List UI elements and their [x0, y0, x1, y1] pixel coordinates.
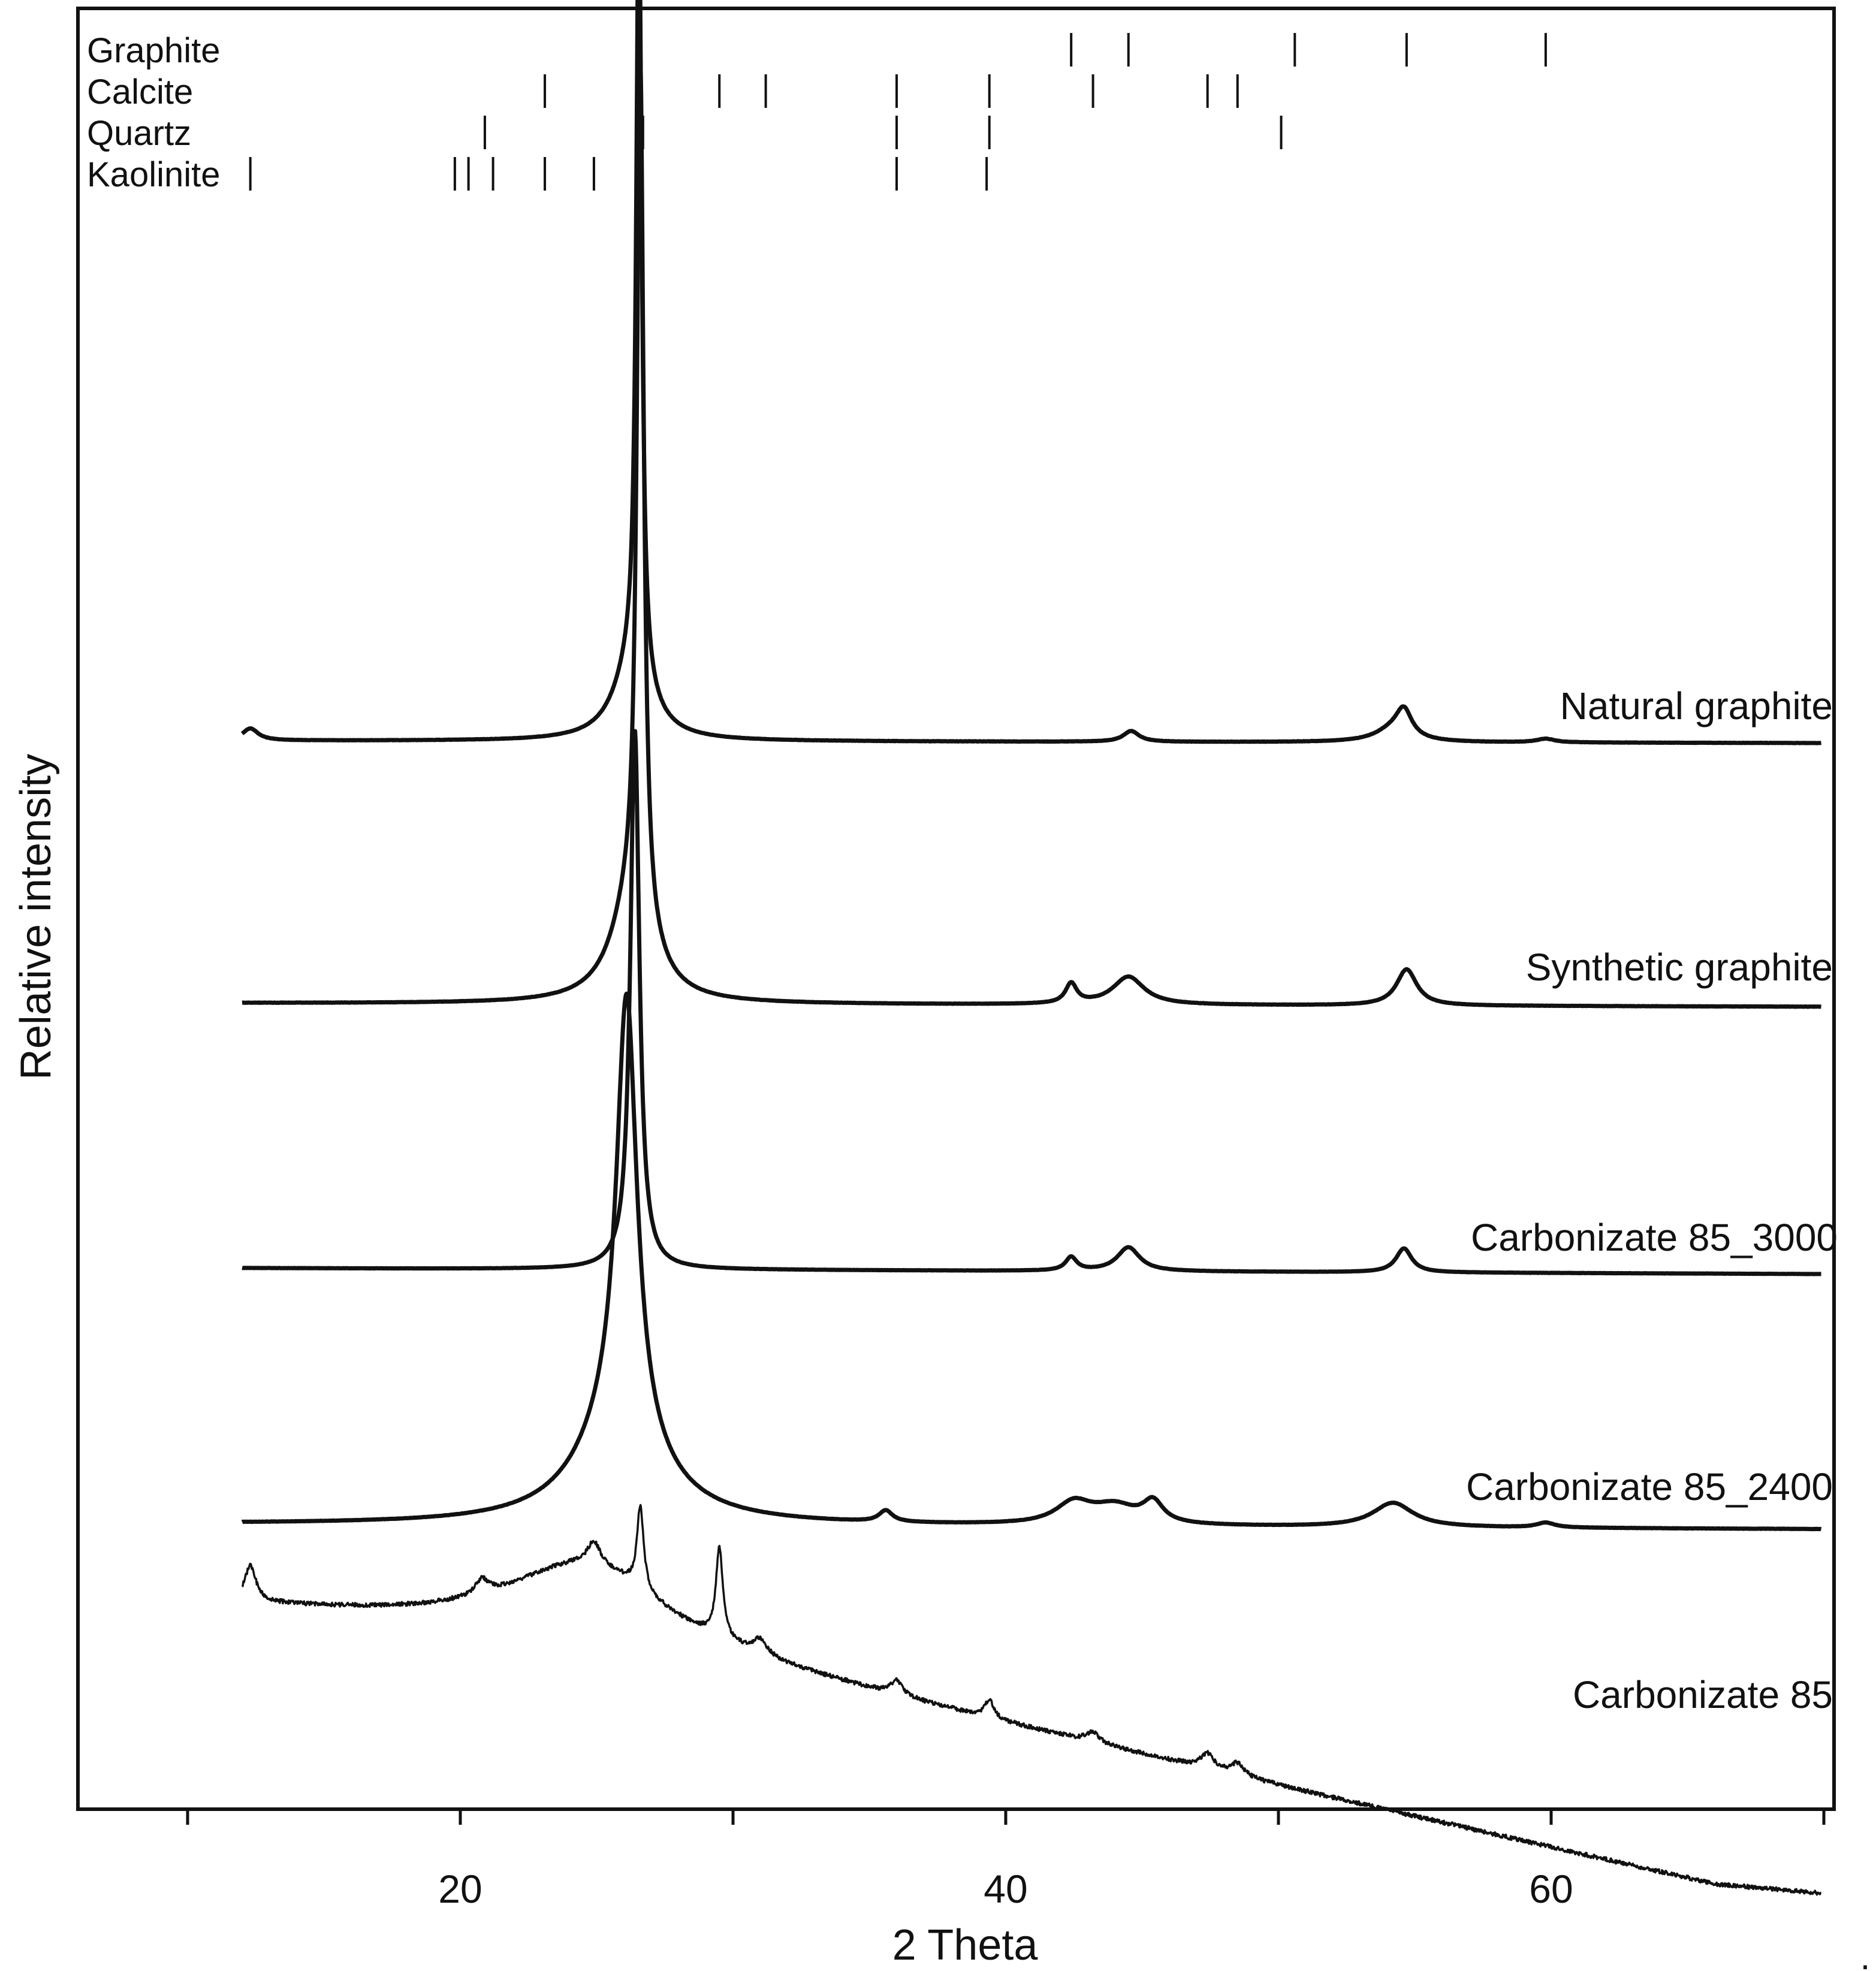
- x-tick-label-20: 20: [438, 1867, 482, 1911]
- series-line-0: [240, 0, 1823, 745]
- ref-label-quartz: Quartz: [87, 114, 191, 153]
- series-line-1: [240, 59, 1823, 1009]
- series-label-3: Carbonizate 85_2400: [1466, 1465, 1833, 1508]
- corner-mark: .: [1860, 1937, 1871, 1971]
- series-label-4: Carbonizate 85: [1573, 1673, 1833, 1716]
- ref-label-kaolinite: Kaolinite: [87, 155, 220, 194]
- y-axis-label: Relative intensity: [12, 754, 60, 1080]
- series-line-2: [240, 729, 1823, 1276]
- plot-frame: [76, 7, 1836, 1811]
- series-label-0: Natural graphite: [1560, 684, 1833, 728]
- series-line-3: [240, 991, 1823, 1532]
- series-label-1: Synthetic graphite: [1526, 946, 1833, 989]
- series-line-4: [241, 1504, 1822, 1896]
- x-tick-label-40: 40: [984, 1867, 1027, 1911]
- x-axis-label: 2 Theta: [892, 1921, 1039, 1969]
- ref-label-calcite: Calcite: [87, 73, 193, 111]
- x-tick-label-60: 60: [1529, 1867, 1573, 1911]
- ref-label-graphite: Graphite: [87, 31, 220, 70]
- series-label-2: Carbonizate 85_3000: [1471, 1216, 1838, 1259]
